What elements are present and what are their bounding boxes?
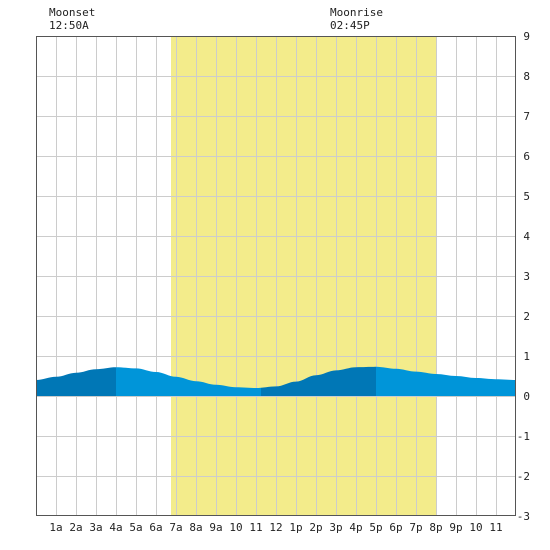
x-tick-label: 7p [409, 521, 422, 534]
x-tick-label: 4a [109, 521, 122, 534]
x-tick-label: 2a [69, 521, 82, 534]
y-tick-label: 7 [523, 110, 530, 123]
x-tick-label: 2p [309, 521, 322, 534]
plot-frame [36, 36, 516, 516]
x-tick-label: 10 [229, 521, 242, 534]
x-tick-label: 1p [289, 521, 302, 534]
x-tick-label: 12 [269, 521, 282, 534]
x-tick-label: 3a [89, 521, 102, 534]
x-tick-label: 9p [449, 521, 462, 534]
y-tick-label: 9 [523, 30, 530, 43]
y-tick-label: -3 [517, 510, 530, 523]
y-tick-label: -1 [517, 430, 530, 443]
x-tick-label: 5p [369, 521, 382, 534]
y-tick-labels: 9 8 7 6 5 4 3 2 1 0 -1 -2 -3 [517, 30, 531, 523]
tide-band-light [116, 367, 261, 396]
x-tick-label: 8a [189, 521, 202, 534]
moonrise-label: Moonrise [330, 6, 383, 19]
y-tick-label: 5 [523, 190, 530, 203]
tide-band-dark [261, 366, 376, 396]
tide-band-light [376, 366, 516, 396]
x-tick-label: 8p [429, 521, 442, 534]
moonset-label: Moonset [49, 6, 95, 19]
x-tick-label: 6p [389, 521, 402, 534]
y-tick-label: 1 [523, 350, 530, 363]
moonset-time: 12:50A [49, 19, 89, 32]
x-tick-label: 7a [169, 521, 182, 534]
x-tick-label: 10 [469, 521, 482, 534]
x-tick-label: 11 [249, 521, 262, 534]
tide-band-dark [36, 367, 116, 396]
plot-border [36, 36, 516, 516]
grid-layer [36, 36, 516, 516]
y-tick-label: 6 [523, 150, 530, 163]
x-tick-label: 6a [149, 521, 162, 534]
x-tick-label: 4p [349, 521, 362, 534]
x-tick-label: 3p [329, 521, 342, 534]
x-tick-label: 1a [49, 521, 62, 534]
tide-layer [36, 366, 516, 396]
y-tick-label: 4 [523, 230, 530, 243]
y-tick-label: -2 [517, 470, 530, 483]
y-tick-label: 8 [523, 70, 530, 83]
x-tick-labels: 1a 2a 3a 4a 5a 6a 7a 8a 9a 10 11 12 1p 2p 3p 4p 5p 6p 7p 8p… [49, 521, 502, 534]
y-tick-label: 3 [523, 270, 530, 283]
moonrise-time: 02:45P [330, 19, 370, 32]
x-tick-label: 5a [129, 521, 142, 534]
y-tick-label: 2 [523, 310, 530, 323]
x-tick-label: 11 [489, 521, 502, 534]
moon-labels: Moonset 12:50A Moonrise 02:45P [49, 6, 383, 32]
y-tick-label: 0 [523, 390, 530, 403]
x-tick-label: 9a [209, 521, 222, 534]
